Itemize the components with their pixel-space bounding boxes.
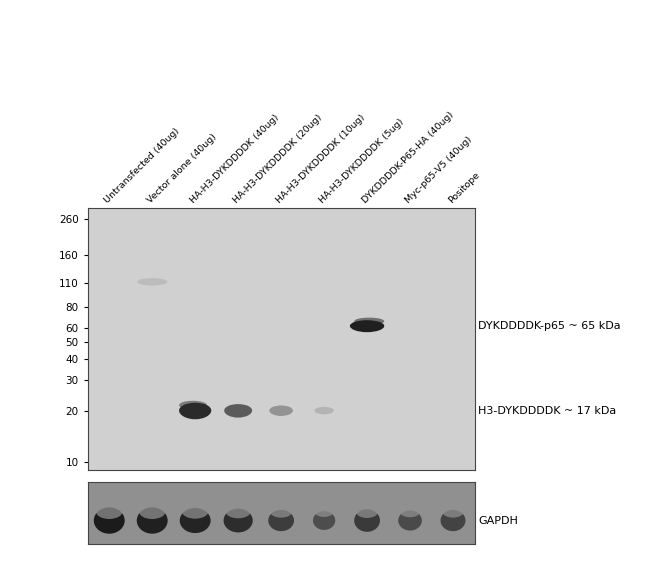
Ellipse shape (354, 509, 380, 532)
Ellipse shape (443, 506, 463, 518)
Ellipse shape (356, 506, 378, 518)
Ellipse shape (179, 403, 211, 420)
Ellipse shape (137, 278, 167, 286)
Ellipse shape (400, 506, 420, 517)
Ellipse shape (313, 511, 335, 530)
Text: GAPDH: GAPDH (478, 515, 518, 526)
Text: H3-DYKDDDDK ~ 17 kDa: H3-DYKDDDDK ~ 17 kDa (478, 405, 616, 416)
Ellipse shape (182, 505, 209, 519)
Ellipse shape (139, 504, 165, 519)
Ellipse shape (224, 404, 252, 418)
Ellipse shape (398, 511, 422, 531)
Ellipse shape (270, 506, 292, 518)
Text: HA-H3-DYKDDDDK (10ug): HA-H3-DYKDDDDK (10ug) (275, 113, 367, 205)
Text: Vector alone (40ug): Vector alone (40ug) (146, 132, 218, 205)
Text: HA-H3-DYKDDDDK (5ug): HA-H3-DYKDDDDK (5ug) (318, 117, 406, 205)
Ellipse shape (269, 405, 293, 416)
Text: HA-H3-DYKDDDDK (40ug): HA-H3-DYKDDDDK (40ug) (188, 113, 281, 205)
Ellipse shape (136, 507, 168, 534)
Ellipse shape (354, 317, 384, 325)
Text: Myc-p65-V5 (40ug): Myc-p65-V5 (40ug) (404, 135, 474, 205)
Text: Untransfected (40ug): Untransfected (40ug) (103, 127, 181, 205)
Ellipse shape (268, 510, 294, 531)
Text: DYKDDDDK-P65-HA (40ug): DYKDDDDK-P65-HA (40ug) (361, 110, 456, 205)
Ellipse shape (315, 407, 333, 414)
Text: HA-H3-DYKDDDDK (20ug): HA-H3-DYKDDDDK (20ug) (232, 113, 324, 205)
Ellipse shape (441, 510, 465, 531)
Ellipse shape (179, 401, 207, 410)
Ellipse shape (226, 505, 250, 518)
Ellipse shape (224, 508, 253, 532)
Ellipse shape (350, 320, 384, 332)
Ellipse shape (179, 508, 211, 533)
Text: DYKDDDDK-p65 ~ 65 kDa: DYKDDDDK-p65 ~ 65 kDa (478, 321, 621, 331)
Ellipse shape (315, 507, 333, 517)
Ellipse shape (94, 507, 125, 534)
Ellipse shape (96, 504, 122, 519)
Text: Positope: Positope (447, 170, 482, 205)
